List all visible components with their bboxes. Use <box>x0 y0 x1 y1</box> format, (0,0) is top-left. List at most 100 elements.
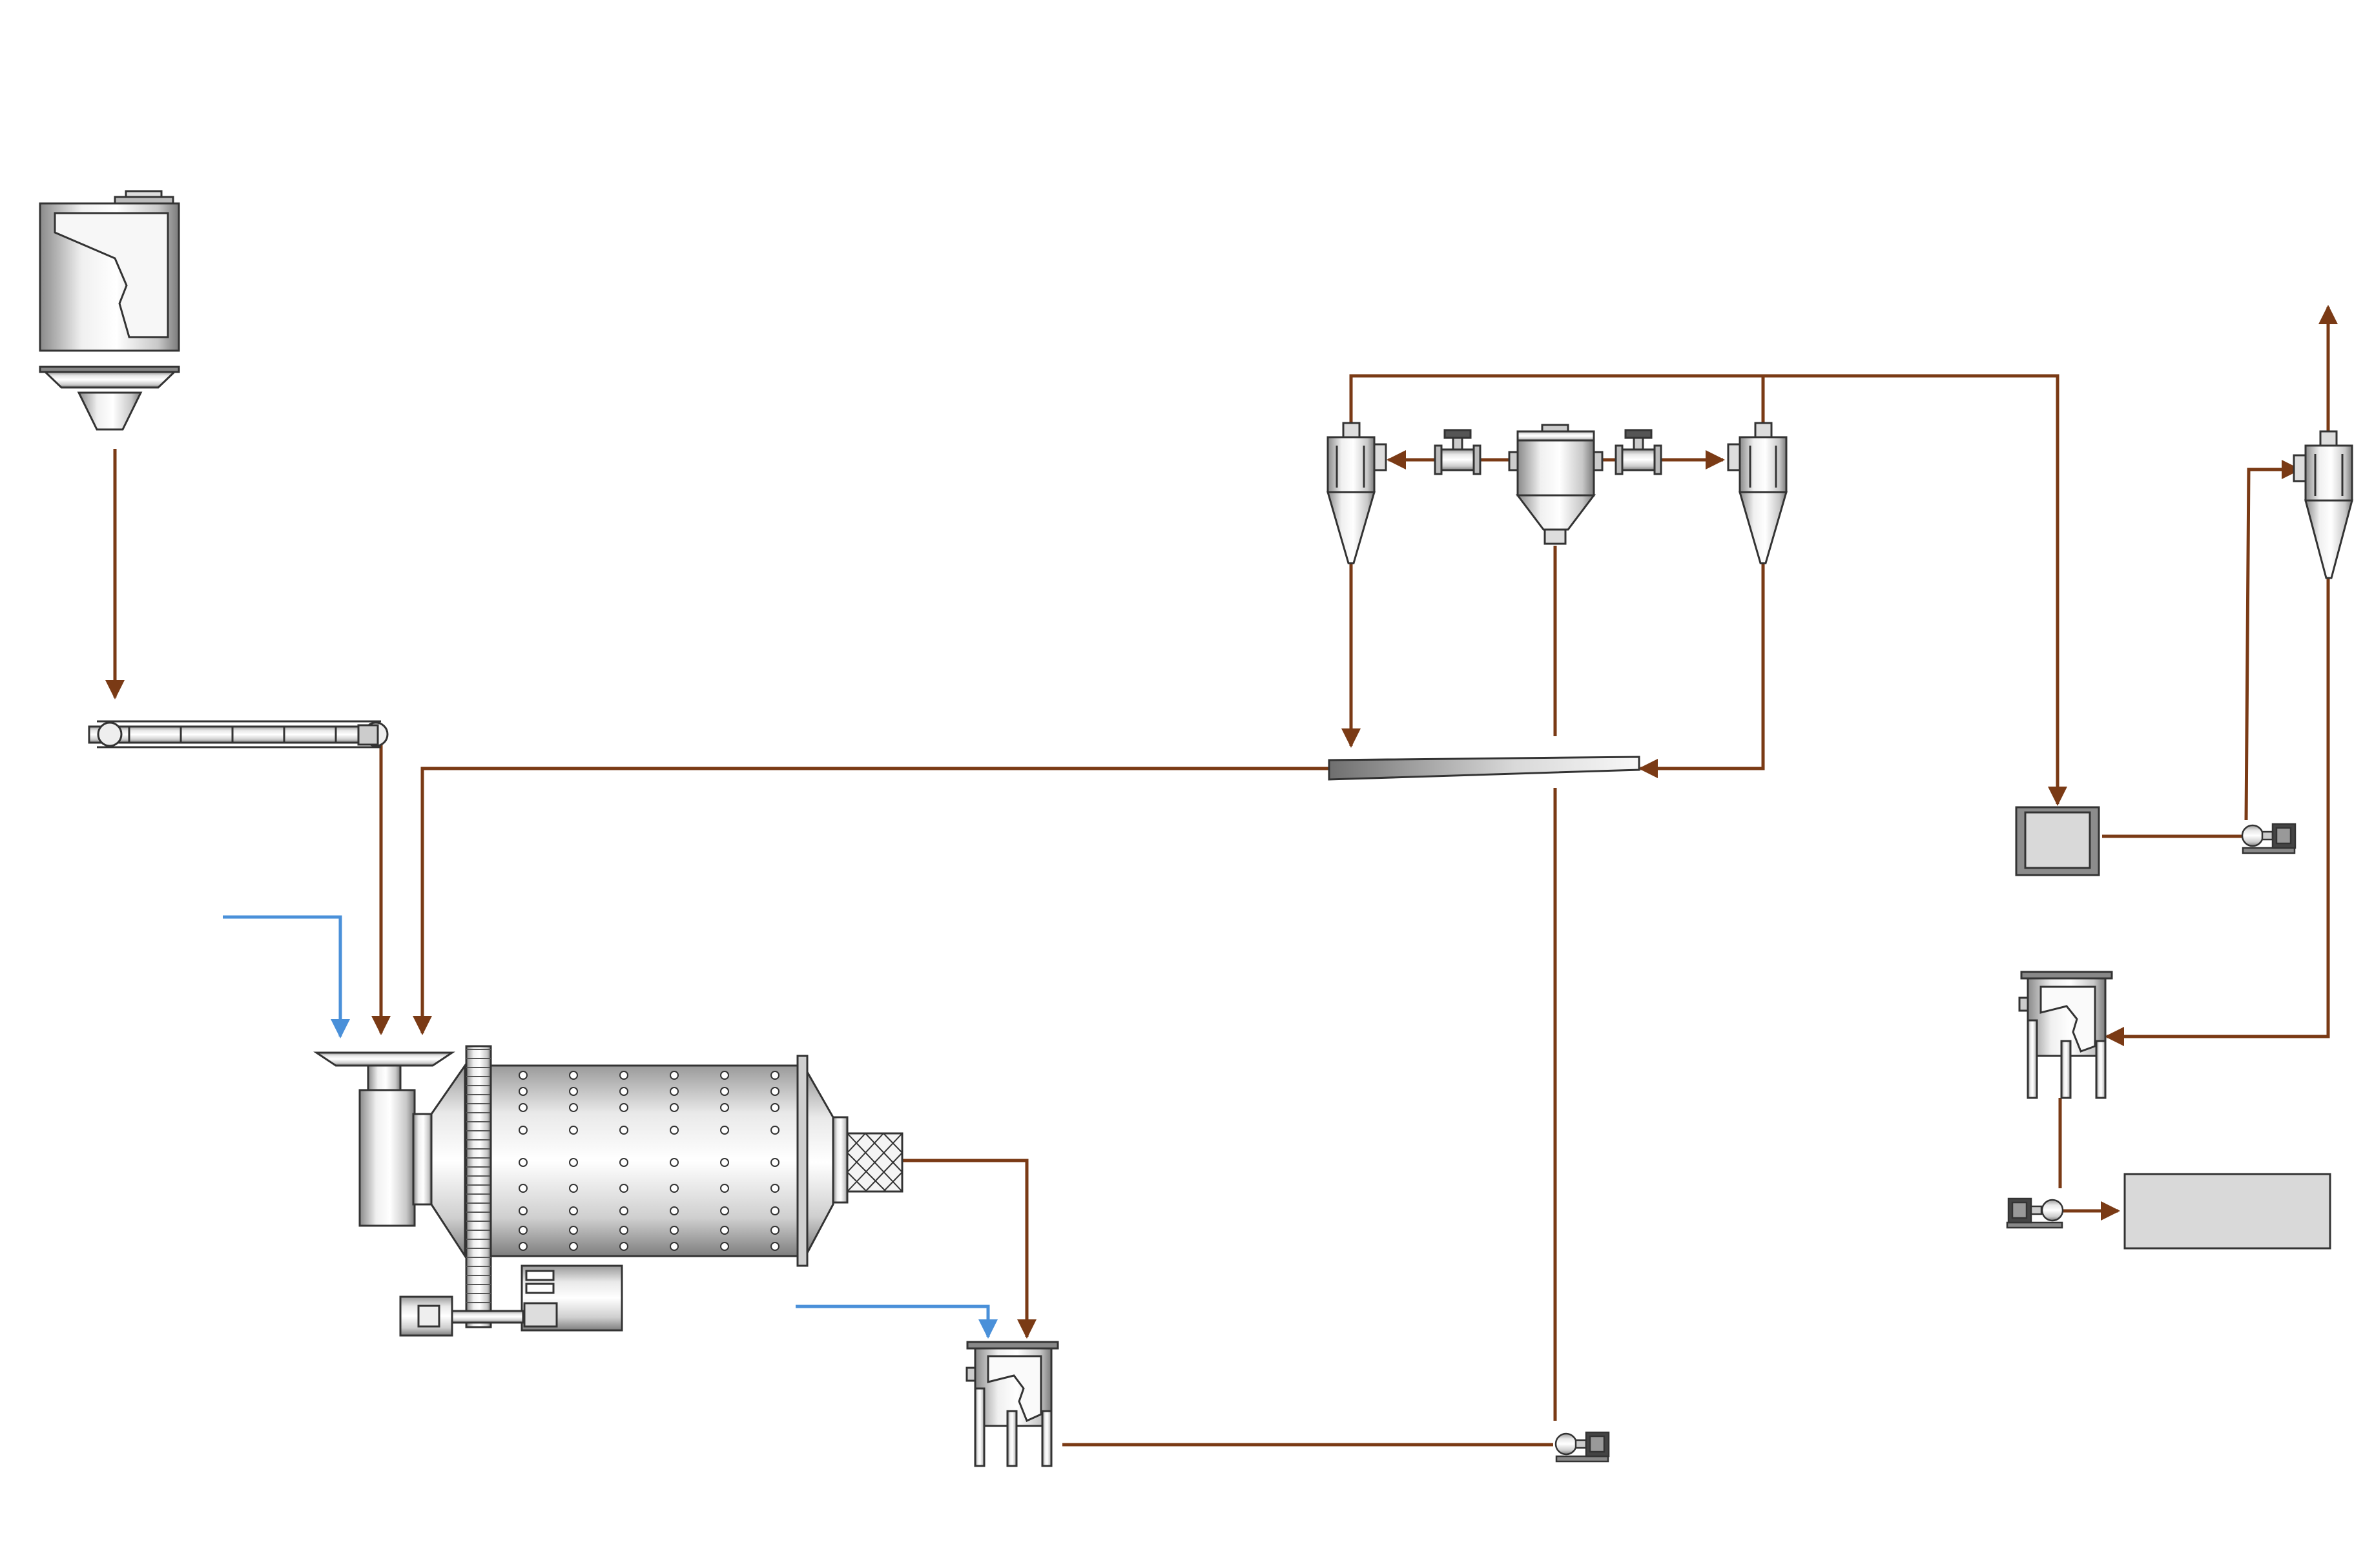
pump-motor-fan <box>2275 827 2292 845</box>
vibrating-screen[interactable] <box>1328 756 1640 781</box>
mill-discharge-trunnion <box>832 1116 849 1204</box>
cyclone-overflow-pipe <box>1754 422 1773 438</box>
bolt-hole <box>619 1158 628 1167</box>
valve-right[interactable] <box>1615 429 1662 475</box>
bolt-hole <box>619 1103 628 1112</box>
bolt-hole <box>670 1071 679 1080</box>
lower-pump-box[interactable] <box>2018 971 2113 1099</box>
valve-handwheel <box>1443 429 1472 439</box>
bolt-hole <box>670 1242 679 1251</box>
mill-feed-funnel <box>313 1051 455 1067</box>
pump-baseplate <box>2242 847 2296 854</box>
screen-deck <box>1328 756 1640 781</box>
conveyor-frame <box>88 725 384 744</box>
mill-pinion-shaft <box>451 1310 524 1324</box>
cyclone-feed-inlet <box>2293 454 2307 482</box>
line-cyclone-right-under <box>1638 562 1765 778</box>
mill-pump-box[interactable] <box>965 1341 1059 1467</box>
collection-tank[interactable] <box>2015 806 2100 876</box>
bolt-hole <box>720 1087 729 1096</box>
mill-feed-box <box>358 1089 416 1227</box>
cyclone-cone <box>2304 499 2353 579</box>
bolt-hole <box>519 1103 528 1112</box>
pump-baseplate <box>1555 1455 1609 1463</box>
bolt-hole <box>569 1206 578 1215</box>
distributor-body <box>1516 439 1595 497</box>
water-lines <box>223 915 998 1339</box>
bolt-hole <box>670 1226 679 1235</box>
bolt-hole <box>519 1184 528 1193</box>
bolt-hole <box>569 1226 578 1235</box>
distributor-nozzle-left <box>1508 451 1519 471</box>
valve-left[interactable] <box>1434 429 1481 475</box>
pump-motor-fan <box>1589 1435 1605 1453</box>
bolt-hole <box>720 1103 729 1112</box>
bolt-hole <box>720 1206 729 1215</box>
pump-motor-fan <box>2011 1201 2028 1219</box>
bolt-hole <box>770 1158 779 1167</box>
pump-shaft <box>2030 1205 2043 1215</box>
bolt-hole <box>519 1158 528 1167</box>
bolt-hole <box>569 1184 578 1193</box>
distributor-tank[interactable] <box>1508 424 1604 545</box>
pump-baseplate <box>2006 1221 2063 1229</box>
ball-mill[interactable] <box>313 1045 903 1337</box>
pump-casing <box>2241 824 2264 847</box>
bolt-hole <box>519 1071 528 1080</box>
feed-hopper[interactable] <box>39 190 180 431</box>
line-mill-to-pumpbox <box>901 1159 1037 1339</box>
cyclone-cone <box>1326 491 1376 564</box>
cyclone-overflow-pipe <box>1342 422 1361 438</box>
hopper-cone <box>43 371 177 389</box>
bolt-hole <box>519 1126 528 1135</box>
bolt-hole <box>619 1242 628 1251</box>
pumpbox-leg <box>2060 1040 2072 1099</box>
bolt-hole <box>619 1184 628 1193</box>
distributor-top <box>1516 430 1595 442</box>
hydrocyclone-left[interactable] <box>1326 422 1387 564</box>
pumpbox-leg <box>2027 1019 2038 1099</box>
mill-head-cone <box>430 1062 466 1260</box>
bolt-hole <box>720 1242 729 1251</box>
bolt-hole <box>619 1206 628 1215</box>
mill-reducer-window <box>417 1305 440 1328</box>
slurry-lines <box>105 305 2338 1447</box>
bolt-hole <box>720 1126 729 1135</box>
product-storage[interactable] <box>2123 1173 2331 1250</box>
bolt-hole <box>770 1226 779 1235</box>
belt-conveyor[interactable] <box>88 720 389 748</box>
hydrocyclone-right[interactable] <box>1727 422 1788 564</box>
bolt-hole <box>670 1184 679 1193</box>
slurry-pump-2[interactable] <box>2241 823 2297 854</box>
bolt-hole <box>519 1226 528 1235</box>
valve-flange <box>1615 444 1624 475</box>
bolt-hole <box>670 1103 679 1112</box>
cyclone-feed-chamber <box>1326 436 1376 493</box>
mill-trommel-mesh <box>847 1133 903 1192</box>
bolt-hole <box>569 1242 578 1251</box>
bolt-hole <box>720 1226 729 1235</box>
conveyor-tail-pulley <box>97 721 123 747</box>
valve-handwheel <box>1624 429 1653 439</box>
pump-shaft <box>1574 1439 1587 1449</box>
slurry-pump-1[interactable] <box>1554 1431 1610 1463</box>
bolt-hole <box>569 1071 578 1080</box>
water-line-to-pumpbox <box>796 1305 998 1339</box>
line-cyclone-underflow-to-pumpbox <box>2105 578 2330 1046</box>
cyclone-feed-chamber <box>1739 436 1788 493</box>
bolt-hole <box>770 1103 779 1112</box>
pump-casing <box>1554 1432 1578 1456</box>
slurry-pump-3[interactable] <box>2006 1197 2064 1229</box>
bolt-hole <box>519 1242 528 1251</box>
hydrocyclone-far-right[interactable] <box>2293 430 2353 579</box>
cyclone-cone <box>1739 491 1788 564</box>
cyclone-feed-inlet <box>1373 443 1387 471</box>
mill-motor-panel <box>525 1270 555 1281</box>
bolt-hole <box>770 1206 779 1215</box>
bolt-hole <box>619 1071 628 1080</box>
bolt-hole <box>670 1158 679 1167</box>
mill-shell-bolt-holes <box>519 1071 779 1251</box>
valve-flange <box>1653 444 1662 475</box>
conveyor-drive <box>357 724 379 746</box>
